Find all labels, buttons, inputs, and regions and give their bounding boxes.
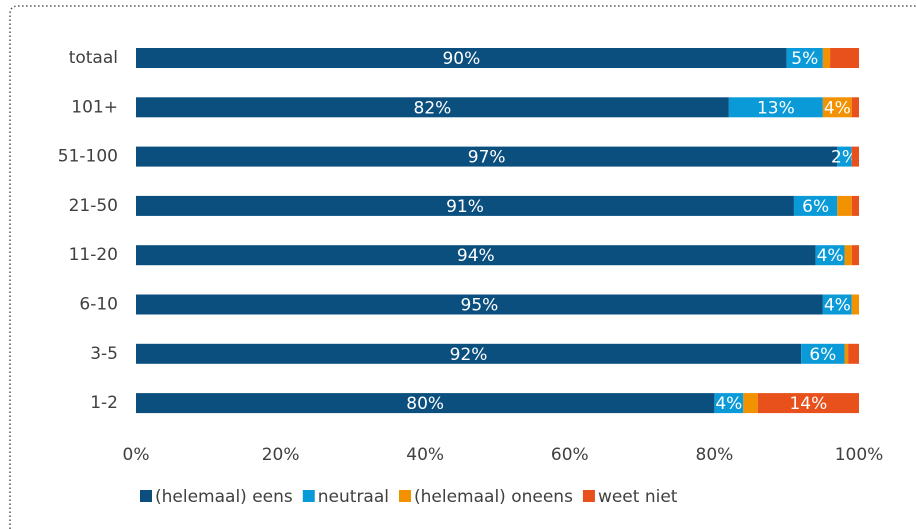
- bar-segment: [136, 146, 838, 167]
- data-label: 6%: [809, 345, 836, 365]
- bar-segment: [844, 245, 852, 266]
- bar-segment: [714, 393, 744, 414]
- y-tick-label: 21-50: [69, 196, 118, 216]
- bar-segment: [822, 294, 852, 315]
- bar-segment: [830, 48, 859, 68]
- bar-segment: [757, 393, 859, 414]
- bar-segment: [136, 245, 816, 266]
- bar-segment: [822, 97, 852, 118]
- bar-segment: [801, 343, 845, 364]
- bar-segment: [851, 294, 859, 315]
- bar-segment: [793, 195, 838, 216]
- y-tick-label: 11-20: [69, 245, 118, 265]
- bar-segment: [728, 97, 823, 118]
- bar-segment: [851, 146, 859, 167]
- bar-segment: [815, 245, 845, 266]
- y-tick-label: 51-100: [58, 147, 118, 167]
- bar-segment: [136, 294, 823, 315]
- bar-segment: [822, 48, 831, 68]
- bar-segment: [837, 146, 852, 167]
- bar-segment: [844, 343, 849, 364]
- bar-segment: [136, 97, 729, 118]
- bar-segment: [837, 195, 852, 216]
- x-tick-label: 40%: [406, 445, 444, 465]
- y-tick-label: 1-2: [90, 393, 118, 413]
- bar-segment: [136, 195, 794, 216]
- data-label: 4%: [824, 98, 851, 118]
- y-tick-label: 3-5: [90, 344, 118, 364]
- data-label: 90%: [442, 49, 480, 69]
- frame: [9, 5, 916, 529]
- bar-segment: [851, 245, 859, 266]
- bar-segment: [743, 393, 758, 414]
- x-tick-label: 80%: [696, 445, 734, 465]
- data-label: 13%: [757, 98, 795, 118]
- data-label: 91%: [446, 197, 484, 217]
- data-label: 92%: [450, 345, 488, 365]
- bar-segment: [848, 343, 859, 364]
- data-label: 94%: [457, 246, 495, 266]
- legend-label: neutraal: [318, 487, 389, 507]
- data-label: 4%: [715, 394, 742, 414]
- y-tick-label: 6-10: [79, 295, 118, 315]
- data-label: 95%: [461, 296, 499, 316]
- x-tick-label: 20%: [262, 445, 300, 465]
- data-label: 5%: [791, 49, 818, 69]
- data-label: 2%: [831, 148, 858, 168]
- data-label: 97%: [468, 148, 506, 168]
- y-tick-label: totaal: [69, 48, 118, 68]
- legend-swatch: [582, 490, 595, 502]
- x-tick-label: 100%: [835, 445, 884, 465]
- legend-swatch: [302, 490, 315, 502]
- data-label: 14%: [789, 394, 827, 414]
- data-label: 82%: [414, 98, 452, 118]
- legend-swatch: [399, 490, 411, 502]
- bar-segment: [851, 97, 859, 118]
- bar-segment: [136, 343, 802, 364]
- bar-segment: [136, 48, 787, 68]
- legend-label: weet niet: [598, 487, 678, 507]
- y-tick-label: 101+: [71, 97, 118, 117]
- x-tick-label: 60%: [551, 445, 589, 465]
- bar-segment: [136, 393, 715, 414]
- data-label: 4%: [824, 296, 851, 316]
- legend-label: (helemaal) eens: [155, 487, 293, 507]
- legend-swatch: [140, 490, 152, 502]
- data-label: 4%: [817, 246, 844, 266]
- data-label: 80%: [406, 394, 444, 414]
- data-label: 6%: [802, 197, 829, 217]
- x-tick-label: 0%: [123, 445, 150, 465]
- legend-label: (helemaal) oneens: [414, 487, 573, 507]
- bar-segment: [786, 48, 823, 68]
- bar-segment: [851, 195, 859, 216]
